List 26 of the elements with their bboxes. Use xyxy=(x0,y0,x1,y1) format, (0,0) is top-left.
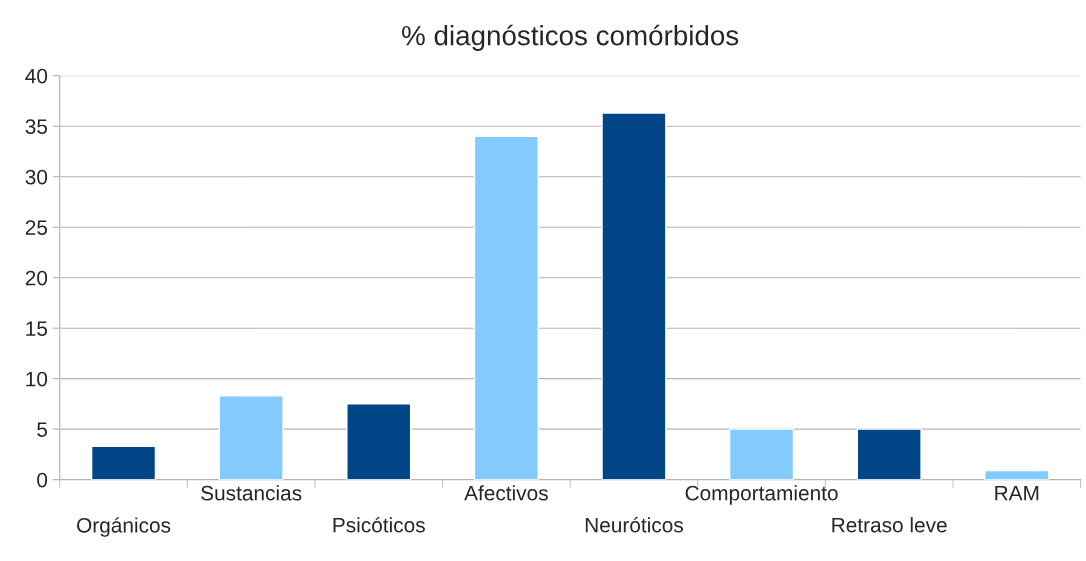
y-tick-label: 10 xyxy=(26,371,48,387)
y-tick-label: 20 xyxy=(25,270,48,286)
bar xyxy=(473,135,539,480)
bar xyxy=(728,428,795,480)
x-tick-label: Sustancias xyxy=(201,485,302,501)
y-tick-label: 30 xyxy=(25,169,48,185)
x-tick-label: Neuróticos xyxy=(585,516,683,533)
chart-title: % diagnósticos comórbidos xyxy=(402,24,739,51)
y-tick-label: 25 xyxy=(25,220,48,235)
y-tick-label: 35 xyxy=(25,119,48,134)
x-tick-label: Comportamiento xyxy=(685,485,838,505)
x-tick-label: Retraso leve xyxy=(832,517,947,533)
bar xyxy=(856,428,922,480)
bar xyxy=(218,395,284,480)
y-tick-label: 15 xyxy=(26,321,48,336)
y-tick-label: 0 xyxy=(37,472,48,488)
x-tick-label: Afectivos xyxy=(464,485,548,501)
x-tick-label: RAM xyxy=(995,485,1039,501)
y-tick-label: 5 xyxy=(37,422,48,437)
bar xyxy=(601,112,667,480)
y-tick-label: 40 xyxy=(25,68,48,84)
x-tick-label: Psicóticos xyxy=(333,516,425,533)
bar xyxy=(90,445,157,480)
bar xyxy=(984,469,1050,480)
x-tick-label: Orgánicos xyxy=(77,517,171,537)
bar xyxy=(346,403,412,480)
